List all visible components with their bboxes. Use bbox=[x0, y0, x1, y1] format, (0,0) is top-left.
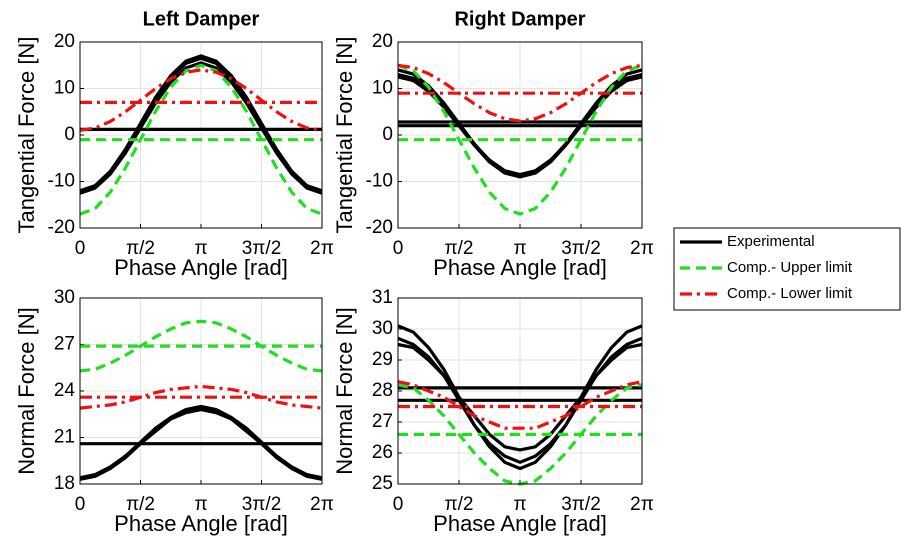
y-tick-label: 18 bbox=[54, 473, 75, 494]
y-axis-label: Tangential Force [N] bbox=[14, 37, 39, 234]
x-tick-label: π/2 bbox=[445, 238, 474, 259]
series-line bbox=[79, 68, 323, 132]
x-axis-label: Phase Angle [rad] bbox=[433, 511, 607, 536]
series-line bbox=[397, 63, 643, 216]
series-line bbox=[397, 324, 643, 471]
axes-box bbox=[79, 41, 323, 229]
y-tick-label: 26 bbox=[372, 442, 393, 463]
x-tick-label: 2π bbox=[630, 494, 654, 515]
x-tick-label: 0 bbox=[75, 238, 86, 259]
x-tick-label: 2π bbox=[310, 494, 334, 515]
y-tick-label: 10 bbox=[54, 78, 75, 99]
series-line bbox=[397, 68, 643, 179]
axes-box bbox=[397, 41, 643, 229]
y-tick-label: 25 bbox=[372, 473, 393, 494]
x-tick-label: π bbox=[513, 494, 526, 515]
chart-title: Right Damper bbox=[454, 8, 585, 30]
y-tick-label: 20 bbox=[54, 31, 75, 52]
x-tick-label: 3π/2 bbox=[561, 238, 601, 259]
series-line bbox=[79, 63, 323, 216]
y-tick-label: 0 bbox=[64, 124, 75, 145]
x-tick-label: 3π/2 bbox=[561, 494, 601, 515]
x-tick-label: 2π bbox=[310, 238, 334, 259]
x-axis-label: Phase Angle [rad] bbox=[114, 255, 288, 280]
y-tick-label: 31 bbox=[372, 287, 393, 308]
series-line bbox=[397, 342, 643, 452]
x-tick-label: π/2 bbox=[445, 494, 474, 515]
legend-label: Comp.- Lower limit bbox=[727, 285, 853, 302]
x-tick-label: π bbox=[194, 238, 207, 259]
x-axis-label: Phase Angle [rad] bbox=[114, 511, 288, 536]
y-tick-label: 27 bbox=[372, 411, 393, 432]
axes-box bbox=[397, 297, 643, 485]
x-tick-label: π/2 bbox=[126, 494, 155, 515]
series-line bbox=[79, 319, 323, 373]
x-tick-label: 0 bbox=[393, 494, 404, 515]
y-tick-label: 0 bbox=[382, 124, 393, 145]
x-tick-label: π bbox=[194, 494, 207, 515]
y-tick-label: -20 bbox=[366, 217, 393, 238]
y-tick-label: 28 bbox=[372, 380, 393, 401]
legend-label: Experimental bbox=[727, 233, 815, 250]
x-tick-label: 3π/2 bbox=[242, 494, 282, 515]
y-tick-label: -10 bbox=[48, 171, 75, 192]
y-axis-label: Normal Force [N] bbox=[14, 307, 39, 474]
y-tick-label: 30 bbox=[54, 287, 75, 308]
y-tick-label: 27 bbox=[54, 334, 75, 355]
axes-box bbox=[79, 297, 323, 485]
legend-label: Comp.- Upper limit bbox=[727, 259, 853, 276]
series-line bbox=[397, 380, 643, 430]
series-line bbox=[79, 384, 323, 410]
y-axis-label: Tangential Force [N] bbox=[332, 37, 357, 234]
y-tick-label: -20 bbox=[48, 217, 75, 238]
y-axis-label: Normal Force [N] bbox=[332, 307, 357, 474]
y-tick-label: 20 bbox=[372, 31, 393, 52]
y-tick-label: 30 bbox=[372, 318, 393, 339]
x-axis-label: Phase Angle [rad] bbox=[433, 255, 607, 280]
y-tick-label: 21 bbox=[54, 427, 75, 448]
y-tick-label: -10 bbox=[366, 171, 393, 192]
y-tick-label: 10 bbox=[372, 78, 393, 99]
chart-title: Left Damper bbox=[143, 8, 260, 30]
y-tick-label: 29 bbox=[372, 349, 393, 370]
series-line bbox=[397, 63, 643, 123]
series-line bbox=[79, 61, 323, 195]
x-tick-label: 3π/2 bbox=[242, 238, 282, 259]
series-line bbox=[79, 404, 323, 480]
y-tick-label: 24 bbox=[54, 380, 76, 401]
x-tick-label: 0 bbox=[75, 494, 86, 515]
x-tick-label: 2π bbox=[630, 238, 654, 259]
x-tick-label: π bbox=[513, 238, 526, 259]
series-line bbox=[79, 54, 323, 193]
x-tick-label: 0 bbox=[393, 238, 404, 259]
x-tick-label: π/2 bbox=[126, 238, 155, 259]
